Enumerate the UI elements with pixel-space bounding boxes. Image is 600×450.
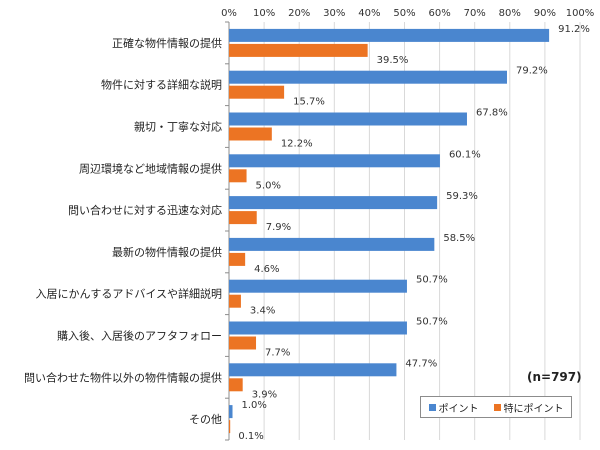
data-label: 39.5% xyxy=(377,55,409,66)
x-tick-label: 80% xyxy=(499,8,521,19)
x-tick-label: 70% xyxy=(464,8,486,19)
bar-special-point xyxy=(229,169,247,183)
bar-special-point xyxy=(229,127,272,141)
x-tick-label: 100% xyxy=(566,8,595,19)
category-label: 入居にかんするアドバイスや詳細説明 xyxy=(36,287,222,301)
data-label: 3.9% xyxy=(252,389,277,400)
sample-size-note: (n=797) xyxy=(527,370,582,384)
category-label: 周辺環境など地域情報の提供 xyxy=(79,161,222,175)
bar-point xyxy=(229,70,507,84)
x-tick-label: 60% xyxy=(428,8,450,19)
data-label: 91.2% xyxy=(558,24,590,35)
data-label: 3.4% xyxy=(250,306,275,317)
x-tick-label: 50% xyxy=(393,8,415,19)
bar-point xyxy=(229,405,233,419)
bar-special-point xyxy=(229,336,257,350)
bar-point xyxy=(229,237,435,251)
bar-special-point xyxy=(229,43,368,57)
data-label: 50.7% xyxy=(416,317,448,328)
bar-point xyxy=(229,154,440,168)
category-label: 問い合わせた物件以外の物件情報の提供 xyxy=(24,370,222,384)
data-label: 12.2% xyxy=(281,139,313,150)
x-tick-label: 40% xyxy=(358,8,380,19)
legend-item-point: ポイント xyxy=(428,400,479,415)
x-tick-label: 30% xyxy=(323,8,345,19)
bar-point xyxy=(229,28,550,42)
legend-label-point: ポイント xyxy=(438,403,479,415)
legend-item-special-point: 特にポイント xyxy=(493,400,564,415)
category-label: 物件に対する詳細な説明 xyxy=(101,78,222,92)
data-label: 7.9% xyxy=(266,222,291,233)
category-label: 親切・丁寧な対応 xyxy=(134,120,222,134)
data-label: 79.2% xyxy=(516,66,548,77)
chart-legend: ポイント 特にポイント xyxy=(420,396,572,418)
bar-point xyxy=(229,321,407,335)
legend-swatch-point xyxy=(428,403,436,411)
category-label: 購入後、入居後のアフタフォロー xyxy=(57,329,222,343)
bar-point xyxy=(229,363,397,377)
x-tick-label: 90% xyxy=(534,8,556,19)
data-label: 1.0% xyxy=(242,400,267,411)
bar-special-point xyxy=(229,294,241,308)
category-label: 最新の物件情報の提供 xyxy=(112,245,222,259)
bar-point xyxy=(229,279,407,293)
category-label: 正確な物件情報の提供 xyxy=(112,36,222,50)
x-tick-label: 20% xyxy=(288,8,310,19)
data-label: 0.1% xyxy=(238,431,263,442)
legend-swatch-special-point xyxy=(493,403,501,411)
data-label: 59.3% xyxy=(446,191,478,202)
data-label: 15.7% xyxy=(293,97,325,108)
data-label: 67.8% xyxy=(476,108,508,119)
bar-special-point xyxy=(229,378,243,392)
data-label: 4.6% xyxy=(254,264,279,275)
bar-special-point xyxy=(229,211,257,225)
category-label: その他 xyxy=(189,413,222,426)
data-label: 47.7% xyxy=(405,358,437,369)
legend-label-special-point: 特にポイント xyxy=(503,403,564,415)
bar-special-point xyxy=(229,420,231,434)
category-label: 問い合わせに対する迅速な対応 xyxy=(68,203,222,217)
bar-point xyxy=(229,196,438,210)
x-tick-label: 10% xyxy=(253,8,275,19)
data-label: 60.1% xyxy=(449,149,481,160)
data-label: 7.7% xyxy=(265,348,290,359)
data-label: 58.5% xyxy=(443,233,475,244)
data-label: 5.0% xyxy=(256,180,281,191)
bar-special-point xyxy=(229,252,246,266)
bar-point xyxy=(229,112,467,126)
data-label: 50.7% xyxy=(416,275,448,286)
x-tick-label: 0% xyxy=(221,8,237,19)
bar-special-point xyxy=(229,85,285,99)
